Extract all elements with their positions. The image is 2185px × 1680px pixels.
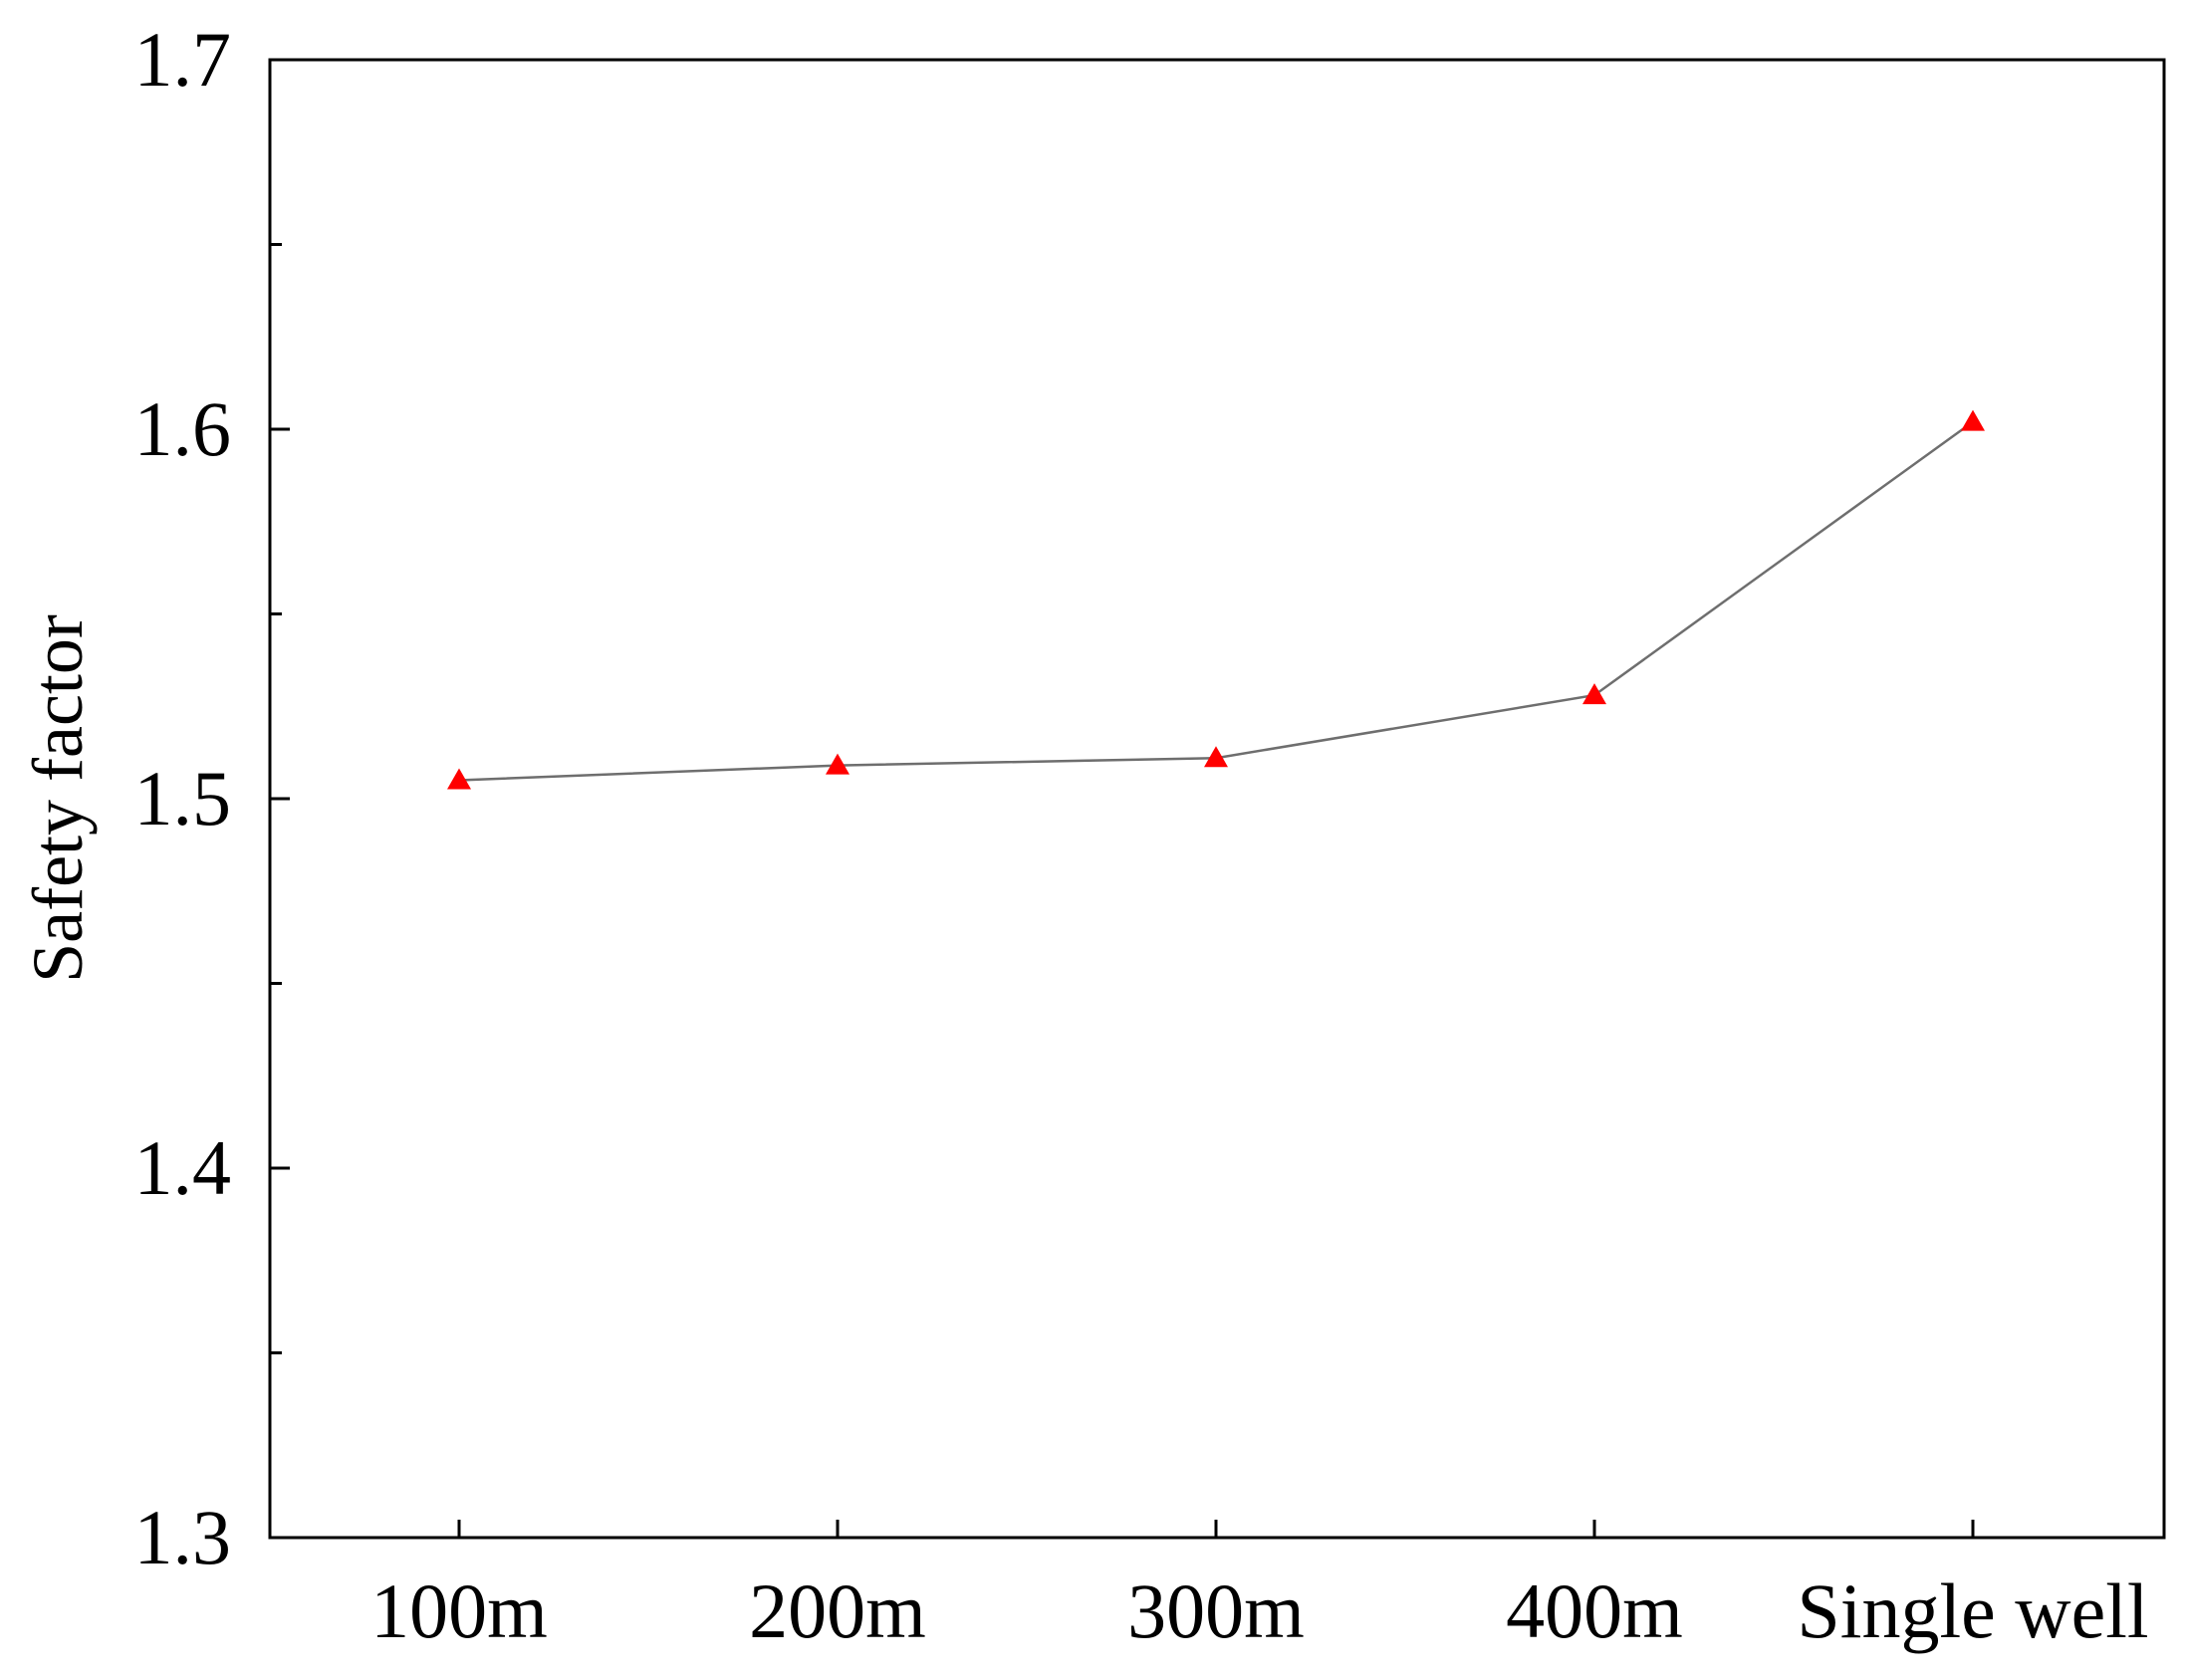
y-tick-label: 1.3 bbox=[134, 1494, 232, 1580]
y-axis-title: Safety factor bbox=[18, 614, 98, 983]
y-tick-label: 1.6 bbox=[134, 385, 232, 472]
x-tick-label: 200m bbox=[749, 1567, 926, 1654]
y-tick-label: 1.4 bbox=[134, 1124, 232, 1211]
data-point-marker bbox=[447, 768, 471, 790]
series-layer bbox=[447, 409, 1985, 790]
y-axis: 1.3 1.4 1.5 1.6 1.7 bbox=[134, 16, 290, 1580]
y-tick-label: 1.7 bbox=[134, 16, 232, 103]
data-point-marker bbox=[1582, 683, 1606, 705]
data-point-marker bbox=[1961, 409, 1985, 431]
plot-frame bbox=[268, 58, 2166, 1540]
x-axis: 100m 200m 300m 400m Single well bbox=[370, 1520, 2149, 1654]
x-tick-label: Single well bbox=[1797, 1567, 2148, 1654]
x-tick-label: 400m bbox=[1506, 1567, 1683, 1654]
y-tick-label: 1.5 bbox=[134, 755, 232, 841]
series-line bbox=[458, 420, 1974, 782]
data-point-marker bbox=[826, 753, 850, 775]
x-tick-label: 100m bbox=[370, 1567, 548, 1654]
x-tick-label: 300m bbox=[1127, 1567, 1305, 1654]
data-point-marker bbox=[1204, 746, 1228, 768]
